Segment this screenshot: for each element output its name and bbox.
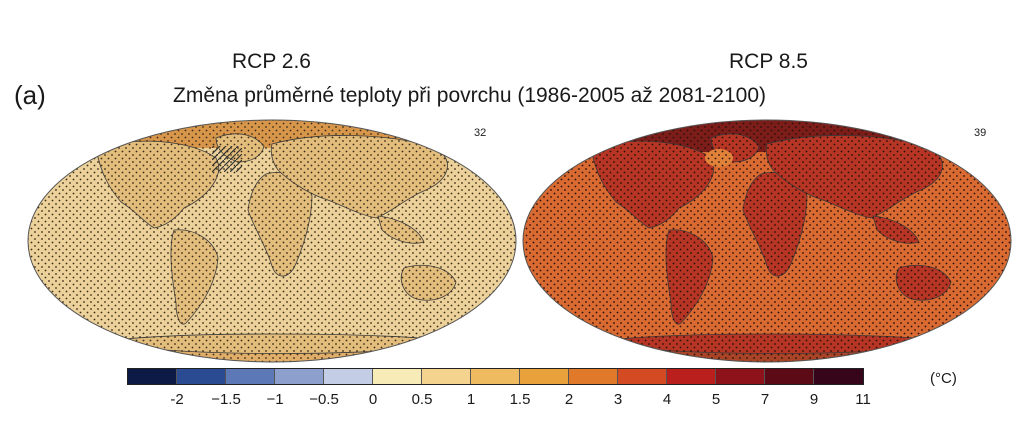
- colorbar-tick-label: 0.5: [411, 391, 433, 408]
- colorbar-tick-label: 2: [564, 391, 574, 408]
- model-count-left: 32: [474, 127, 487, 139]
- colorbar-segment: [814, 369, 863, 384]
- colorbar-segment: [716, 369, 765, 384]
- colorbar-tick-label: 1: [466, 391, 476, 408]
- stipple-pattern: [28, 120, 516, 362]
- colorbar-tick-label: 3: [613, 391, 623, 408]
- scenario-label-left: RCP 2.6: [232, 50, 311, 73]
- colorbar-segment: [569, 369, 618, 384]
- colorbar-segment: [128, 369, 177, 384]
- colorbar-tick-label: −1.5: [211, 391, 241, 408]
- model-count-right: 39: [974, 127, 987, 139]
- colorbar-segment: [618, 369, 667, 384]
- colorbar-tick-label: −0.5: [309, 391, 339, 408]
- colorbar-segment: [765, 369, 814, 384]
- colorbar-tick-label: 9: [809, 391, 819, 408]
- colorbar-segment: [226, 369, 275, 384]
- colorbar-segment: [324, 369, 373, 384]
- colorbar-tick-label: 5: [711, 391, 721, 408]
- colorbar-segment: [373, 369, 422, 384]
- colorbar-segment: [471, 369, 520, 384]
- colorbar-segment: [275, 369, 324, 384]
- colorbar-segment: [520, 369, 569, 384]
- colorbar-tick-label: 1.5: [509, 391, 531, 408]
- colorbar-tick-label: 4: [662, 391, 672, 408]
- colorbar-tick-label: -2: [170, 391, 184, 408]
- map-outline: [27, 119, 517, 363]
- map-outline: [522, 119, 1012, 363]
- colorbar-tick-label: −1: [266, 391, 284, 408]
- colorbar-segment: [422, 369, 471, 384]
- colorbar-tick-label: 0: [368, 391, 378, 408]
- colorbar-segment: [177, 369, 226, 384]
- hatch-pattern: [212, 146, 242, 172]
- panel-label: (a): [14, 80, 46, 110]
- colorbar-tick-label: 7: [760, 391, 770, 408]
- map-title: Změna průměrné teploty při povrchu (1986…: [173, 84, 767, 107]
- colorbar-tick-label: 11: [855, 391, 871, 408]
- map-rcp85: [522, 119, 1012, 363]
- colorbar-segment: [667, 369, 716, 384]
- temperature-colorbar: [127, 368, 864, 385]
- scenario-label-right: RCP 8.5: [729, 50, 808, 73]
- map-rcp26: [27, 119, 517, 363]
- stipple-pattern: [523, 120, 1011, 362]
- colorbar-unit: (°C): [930, 370, 957, 387]
